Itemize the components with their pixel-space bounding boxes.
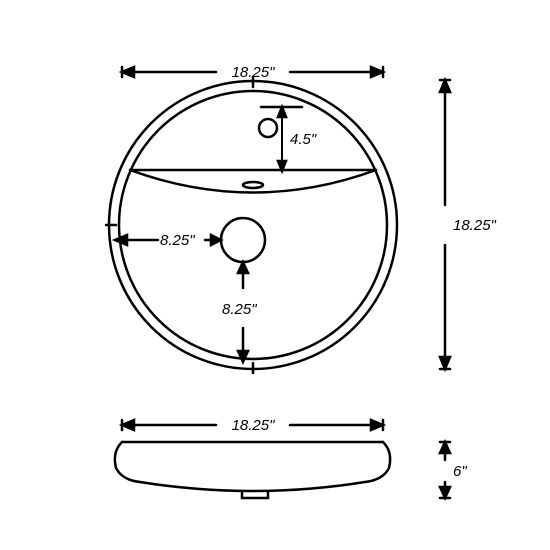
dim-drain-vert: 8.25" [222,262,257,362]
dim-width-bottom-label: 18.25" [232,417,276,434]
arrowhead-left [115,235,127,245]
side-bottom-curve [140,482,365,491]
dim-height-right: 18.25" [440,80,497,369]
overflow-slot [243,182,263,188]
sink-outer-rim [109,81,397,369]
sink-technical-drawing: 18.25" 18.25" 4.5" 8.25" [0,0,550,550]
arrowhead-up [278,107,286,117]
arrowhead-right [211,235,221,245]
dim-width-bottom: 18.25" [122,417,383,434]
side-right-cap [365,442,390,482]
dim-height-right-label: 18.25" [453,217,497,234]
dim-faucet-depth: 4.5" [261,107,317,171]
sink-inner-rim [119,91,387,359]
dim-faucet-depth-label: 4.5" [290,131,317,148]
side-left-cap [115,442,140,482]
dim-drain-horiz-label: 8.25" [160,232,195,249]
arrowhead-up [440,442,450,453]
dim-width-top: 18.25" [122,64,383,81]
arrowhead-right [371,67,383,77]
side-view [115,442,390,498]
top-view [106,77,397,373]
arrowhead-right [371,420,383,430]
arrowhead-left [122,420,134,430]
dim-drain-horiz: 8.25" [115,232,221,249]
dim-drain-vert-label: 8.25" [222,301,257,318]
arrowhead-down [238,351,248,362]
arrowhead-down [440,357,450,369]
faucet-hole [259,119,277,137]
dim-side-height-label: 6" [453,463,467,480]
dim-width-top-label: 18.25" [232,64,276,81]
arrowhead-down [440,487,450,498]
arrowhead-up [440,80,450,92]
drain-circle [221,218,265,262]
dim-side-height: 6" [440,442,467,498]
arrowhead-up [238,262,248,273]
arrowhead-left [122,67,134,77]
